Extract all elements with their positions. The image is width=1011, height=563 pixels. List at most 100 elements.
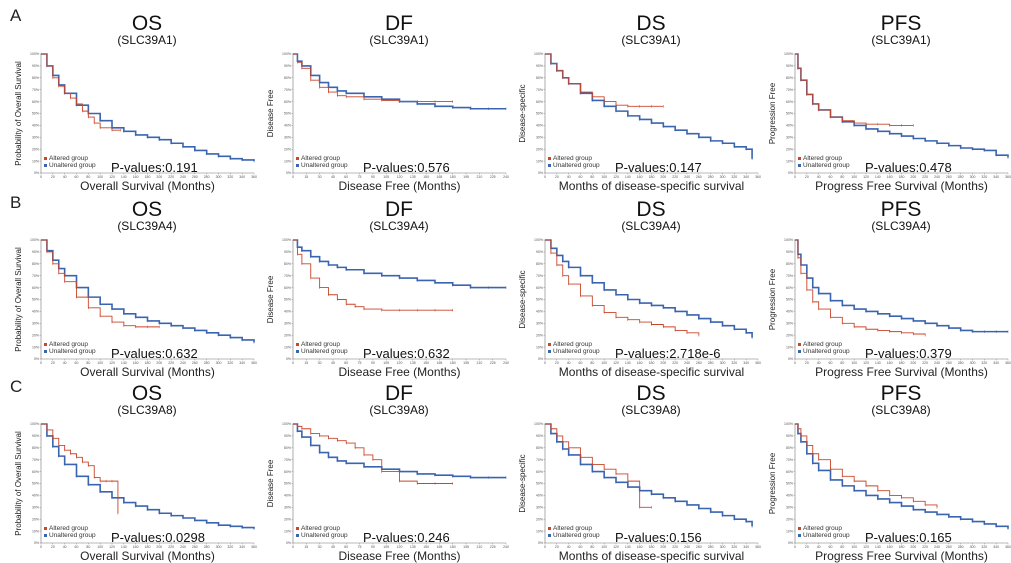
x-tick-label: 225 <box>490 545 496 549</box>
x-tick-label: 200 <box>156 175 162 179</box>
x-tick-label: 320 <box>731 545 737 549</box>
y-tick-label: 90% <box>786 434 793 438</box>
y-tick-label: 30% <box>32 322 39 326</box>
legend-label: Unaltered group <box>553 162 600 169</box>
x-tick-label: 220 <box>168 361 174 365</box>
y-tick-label: 50% <box>284 298 291 302</box>
km-plot: 0% 10% 20% 30% 40% 50% 60% 70% 80% 90% 100% 0 20 40 60… <box>518 198 761 379</box>
y-tick-label: 90% <box>284 64 291 68</box>
x-tick-label: 0 <box>544 175 546 179</box>
p-value-label: P-values:0.165 <box>865 530 952 545</box>
x-tick-label: 60 <box>829 175 833 179</box>
x-tick-label: 30 <box>318 361 322 365</box>
y-tick-label: 20% <box>32 333 39 337</box>
x-tick-label: 340 <box>239 361 245 365</box>
x-tick-label: 120 <box>613 545 619 549</box>
x-tick-label: 60 <box>75 545 79 549</box>
x-tick-label: 40 <box>567 361 571 365</box>
p-value-label: P-values:0.156 <box>615 530 702 545</box>
x-axis-label: Disease Free (Months) <box>338 365 460 379</box>
x-tick-label: 180 <box>145 545 151 549</box>
x-tick-label: 240 <box>934 545 940 549</box>
x-tick-label: 240 <box>180 545 186 549</box>
legend-label: Unaltered group <box>553 532 600 539</box>
x-tick-label: 225 <box>490 361 496 365</box>
x-tick-label: 300 <box>216 175 222 179</box>
panel-title: PFS <box>881 382 922 405</box>
x-tick-label: 80 <box>590 361 594 365</box>
legend-swatch-unaltered <box>798 164 801 167</box>
x-tick-label: 195 <box>463 361 469 365</box>
y-tick-label: 40% <box>536 124 543 128</box>
x-tick-label: 280 <box>204 545 210 549</box>
y-tick-label: 100% <box>282 422 291 426</box>
y-tick-label: 80% <box>536 262 543 266</box>
altered-group-curve <box>545 239 700 336</box>
x-tick-label: 80 <box>840 175 844 179</box>
x-tick-label: 40 <box>817 361 821 365</box>
x-tick-label: 300 <box>970 361 976 365</box>
y-tick-label: 90% <box>32 64 39 68</box>
y-tick-label: 20% <box>786 333 793 337</box>
legend-swatch-altered <box>548 157 551 160</box>
altered-group-curve <box>41 239 160 328</box>
x-tick-label: 0 <box>292 175 294 179</box>
x-tick-label: 20 <box>51 361 55 365</box>
y-tick-label: 50% <box>284 112 291 116</box>
x-tick-label: 340 <box>993 175 999 179</box>
x-tick-label: 60 <box>579 175 583 179</box>
x-tick-label: 140 <box>121 545 127 549</box>
legend-label: Unaltered group <box>301 348 348 355</box>
legend-swatch-unaltered <box>548 534 551 537</box>
y-tick-label: 40% <box>284 494 291 498</box>
km-panel-a-pfs: 0% 10% 20% 30% 40% 50% 60% 70% 80% 90% 100% 0 20 40 60… <box>768 8 1011 193</box>
panel-title: DF <box>385 198 413 221</box>
x-tick-label: 220 <box>672 175 678 179</box>
y-tick-label: 60% <box>786 470 793 474</box>
y-tick-label: 40% <box>284 310 291 314</box>
x-tick-label: 120 <box>397 545 403 549</box>
p-value-label: P-values:0.478 <box>865 160 952 175</box>
km-panel-a-os: 0% 10% 20% 30% 40% 50% 60% 70% 80% 90% 100% 0 20 40 60… <box>14 8 264 193</box>
altered-group-curve <box>545 423 652 508</box>
y-tick-label: 70% <box>284 458 291 462</box>
x-tick-label: 140 <box>121 361 127 365</box>
y-tick-label: 100% <box>784 422 793 426</box>
legend-label: Altered group <box>803 155 842 162</box>
x-tick-label: 360 <box>251 545 257 549</box>
p-value-label: P-values:0.191 <box>111 160 198 175</box>
panel-gene-subtitle: (SLC39A8) <box>369 403 428 417</box>
km-plot: 0% 10% 20% 30% 40% 50% 60% 70% 80% 90% 100% 0 15 30 45… <box>266 382 509 563</box>
x-tick-label: 340 <box>743 175 749 179</box>
x-tick-label: 300 <box>720 361 726 365</box>
panel-title: DS <box>636 12 665 35</box>
x-tick-label: 260 <box>696 361 702 365</box>
legend-label: Altered group <box>803 341 842 348</box>
x-axis-label: Months of disease-specific survival <box>559 179 744 193</box>
y-tick-label: 40% <box>536 310 543 314</box>
x-tick-label: 280 <box>204 361 210 365</box>
legend-swatch-unaltered <box>296 534 299 537</box>
y-tick-label: 30% <box>786 136 793 140</box>
panel-title: DF <box>385 382 413 405</box>
x-tick-label: 40 <box>567 175 571 179</box>
x-tick-label: 60 <box>829 361 833 365</box>
y-axis-label: Probability of Overall Survival <box>14 431 23 536</box>
x-tick-label: 80 <box>840 361 844 365</box>
x-tick-label: 210 <box>476 175 482 179</box>
x-tick-label: 100 <box>851 545 857 549</box>
x-tick-label: 80 <box>590 175 594 179</box>
x-tick-label: 100 <box>601 175 607 179</box>
y-tick-label: 80% <box>284 262 291 266</box>
x-tick-label: 220 <box>672 545 678 549</box>
x-tick-label: 120 <box>863 175 869 179</box>
x-tick-label: 320 <box>227 545 233 549</box>
panel-title: PFS <box>881 12 922 35</box>
x-tick-label: 260 <box>946 361 952 365</box>
x-tick-label: 195 <box>463 175 469 179</box>
x-tick-label: 100 <box>97 545 103 549</box>
x-tick-label: 140 <box>625 361 631 365</box>
unaltered-group-curve <box>795 53 1009 158</box>
x-tick-label: 60 <box>579 361 583 365</box>
